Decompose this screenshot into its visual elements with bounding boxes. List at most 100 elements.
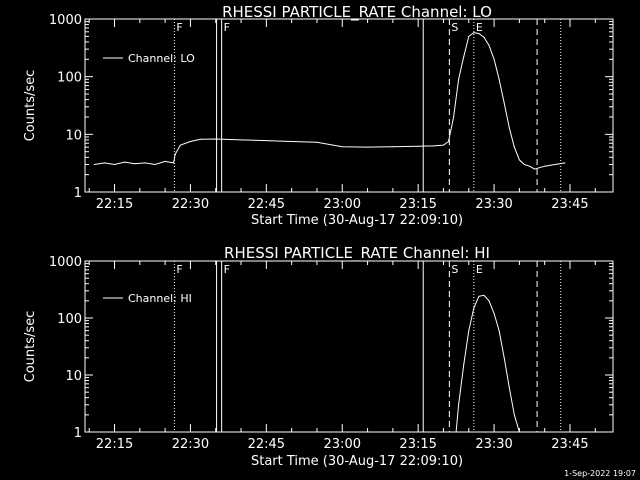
- data-point: [367, 146, 369, 148]
- x-tick-label: 23:45: [551, 437, 588, 452]
- data-point: [463, 364, 465, 366]
- data-point: [564, 162, 566, 164]
- event-line-label: F: [224, 21, 230, 34]
- event-line-label: S: [451, 21, 458, 34]
- data-point: [341, 146, 343, 148]
- data-point: [154, 163, 156, 165]
- data-point: [483, 36, 485, 38]
- data-point: [503, 102, 505, 104]
- data-point: [478, 33, 480, 35]
- y-tick-label: 100: [57, 71, 82, 86]
- y-tick-label: 1000: [49, 255, 82, 270]
- x-tick-label: 22:45: [248, 437, 285, 452]
- data-point: [432, 145, 434, 147]
- legend-label: Channel: HI: [128, 292, 192, 305]
- data-point: [448, 141, 450, 143]
- data-point: [240, 139, 242, 141]
- data-point: [124, 161, 126, 163]
- y-tick-label: 1000: [49, 13, 82, 28]
- data-point: [453, 116, 455, 118]
- data-point: [513, 146, 515, 148]
- x-tick-label: 23:30: [475, 437, 512, 452]
- x-axis-label: Start Time (30-Aug-17 22:09:10): [251, 213, 463, 228]
- data-point: [493, 58, 495, 60]
- event-line-label: F: [176, 263, 182, 276]
- data-point: [554, 163, 556, 165]
- data-point: [508, 127, 510, 129]
- data-point: [114, 163, 116, 165]
- data-point: [468, 35, 470, 37]
- data-point: [200, 138, 202, 140]
- data-point: [478, 295, 480, 297]
- x-tick-label: 22:30: [172, 437, 209, 452]
- y-tick-label: 10: [65, 369, 82, 384]
- chart-title: RHESSI PARTICLE_RATE Channel: LO: [222, 3, 492, 22]
- data-point: [455, 431, 457, 433]
- data-point: [473, 32, 475, 34]
- x-tick-label: 22:15: [96, 197, 133, 212]
- x-tick-label: 22:30: [172, 197, 209, 212]
- data-point: [265, 140, 267, 142]
- data-point: [513, 414, 515, 416]
- data-point: [442, 144, 444, 146]
- event-line-label: E: [476, 21, 483, 34]
- plot-frame: [84, 18, 614, 193]
- data-point: [164, 160, 166, 162]
- data-point: [173, 162, 175, 164]
- data-point: [523, 163, 525, 165]
- data-point: [134, 163, 136, 165]
- y-tick-label: 10: [65, 128, 82, 143]
- data-point: [518, 159, 520, 161]
- data-point: [458, 78, 460, 80]
- data-point: [473, 307, 475, 309]
- data-point: [488, 44, 490, 46]
- y-tick-label: 1: [74, 186, 82, 201]
- y-axis-label: Counts/sec: [23, 311, 38, 383]
- panel-lo: RHESSI PARTICLE_RATE Channel: LO 1 10 100 10…: [23, 3, 614, 228]
- data-point: [528, 165, 530, 167]
- data-point: [316, 141, 318, 143]
- data-point: [103, 162, 105, 164]
- data-point: [544, 165, 546, 167]
- event-line-label: F: [176, 21, 182, 34]
- x-tick-label: 23:00: [324, 437, 361, 452]
- event-line-label: S: [451, 263, 458, 276]
- data-point: [392, 146, 394, 148]
- x-tick-label: 23:00: [324, 197, 361, 212]
- data-point: [93, 163, 95, 165]
- data-point: [174, 153, 176, 155]
- event-line-label: F: [224, 263, 230, 276]
- data-point: [498, 78, 500, 80]
- data-point: [483, 294, 485, 296]
- panel-hi: RHESSI PARTICLE_RATE Channel: HI 1 10 100 10…: [23, 244, 614, 469]
- data-point: [291, 141, 293, 143]
- data-point: [534, 168, 536, 170]
- event-line-label: E: [476, 263, 483, 276]
- x-axis-label: Start Time (30-Aug-17 22:09:10): [251, 454, 463, 469]
- data-point: [493, 312, 495, 314]
- y-tick-label: 100: [57, 312, 82, 327]
- data-point: [488, 300, 490, 302]
- data-point: [144, 162, 146, 164]
- y-tick-label: 1: [74, 426, 82, 441]
- data-point: [458, 404, 460, 406]
- legend-label: Channel: LO: [128, 52, 195, 65]
- data-point: [189, 141, 191, 143]
- y-axis-label: Counts/sec: [23, 70, 38, 142]
- data-point: [463, 56, 465, 58]
- data-point: [468, 330, 470, 332]
- data-point: [179, 144, 181, 146]
- plot-frame: [84, 260, 614, 433]
- data-point: [508, 387, 510, 389]
- chart-title: RHESSI PARTICLE_RATE Channel: HI: [224, 244, 490, 263]
- data-point: [417, 145, 419, 147]
- x-tick-label: 23:15: [399, 437, 436, 452]
- x-tick-label: 23:30: [475, 197, 512, 212]
- data-point: [498, 330, 500, 332]
- series-line: [455, 294, 520, 433]
- footer-date: 1-Sep-2022 19:07: [564, 469, 636, 478]
- data-point: [503, 357, 505, 359]
- x-tick-label: 23:15: [399, 197, 436, 212]
- data-point: [215, 138, 217, 140]
